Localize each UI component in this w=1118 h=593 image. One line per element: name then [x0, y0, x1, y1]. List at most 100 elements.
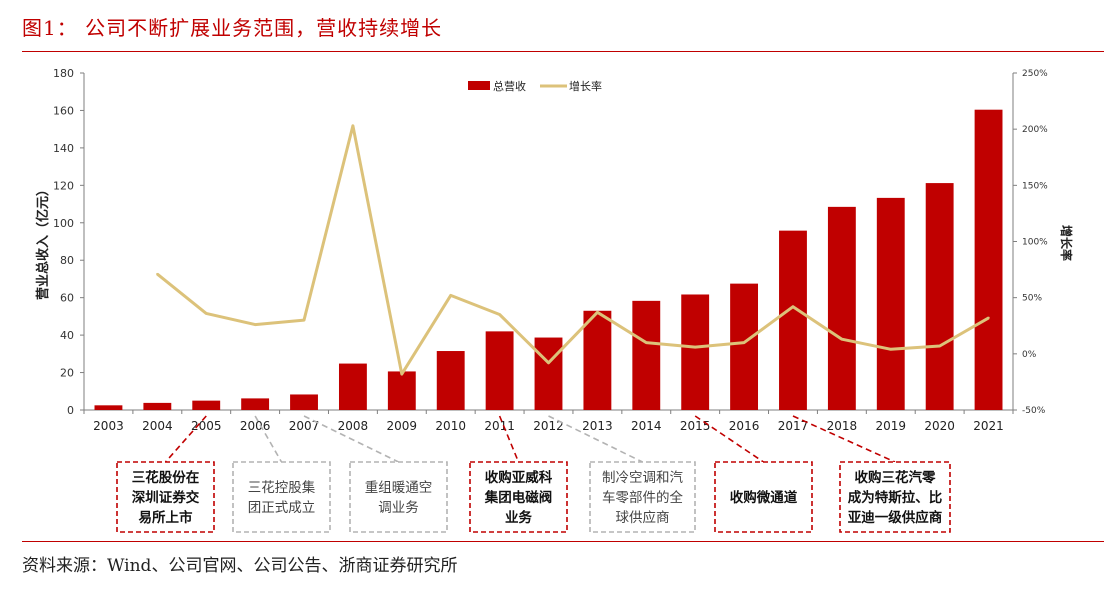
growth-point-2008: [351, 124, 355, 127]
x-tick-label: 2014: [631, 419, 662, 433]
growth-point-2007: [302, 318, 306, 322]
annotation-text-line: 深圳证券交: [132, 489, 200, 506]
annotation-connector: [254, 415, 283, 463]
annotation-text-line: 三花控股集: [248, 480, 316, 496]
annotation-connector: [303, 415, 399, 463]
growth-point-2019: [889, 348, 892, 351]
y-tick-label: 180: [53, 67, 74, 80]
y2-tick-label: 0%: [1022, 350, 1037, 360]
bar-2018: [827, 206, 856, 410]
growth-point-2016: [742, 341, 746, 344]
growth-rate-line: [156, 124, 990, 376]
growth-point-2021: [987, 316, 990, 320]
growth-point-2005: [205, 312, 208, 315]
bar-2010: [436, 351, 465, 410]
bar-2016: [730, 283, 759, 410]
x-tick-label: 2020: [924, 419, 955, 433]
y-tick-label: 60: [60, 292, 74, 305]
growth-point-2009: [400, 372, 404, 376]
x-tick-label: 2012: [533, 419, 564, 433]
annotation-text-line: 收购亚威科: [485, 469, 553, 486]
y-tick-label: 120: [53, 179, 74, 192]
annotation-text-line: 团正式成立: [248, 500, 316, 516]
annotation-connector: [498, 415, 520, 463]
annotation-box: [469, 461, 568, 533]
annotation-text-line: 重组暖通空: [365, 480, 433, 496]
growth-point-2012: [547, 361, 550, 365]
y2-tick-label: 200%: [1022, 125, 1048, 135]
figure-source: 资料来源：Wind、公司官网、公司公告、浙商证券研究所: [22, 556, 458, 576]
bar-2008: [338, 363, 367, 410]
y2-tick-label: 50%: [1022, 294, 1042, 304]
annotation-text-line: 调业务: [378, 500, 419, 516]
annotation-connector: [694, 415, 764, 463]
x-tick-label: 2008: [338, 419, 369, 433]
annotation-text-line: 收购三花汽零: [855, 469, 936, 486]
bar-2020: [925, 183, 954, 410]
y-tick-label: 20: [60, 367, 74, 380]
annotation-text-line: 制冷空调和汽: [602, 470, 683, 486]
annotation-text-line: 易所上市: [139, 509, 193, 526]
annotation-connector: [792, 415, 896, 463]
annotation-box: [349, 461, 448, 533]
bar-2015: [681, 294, 710, 410]
revenue-growth-chart: 0 20 40 60 80 100 120 140 160 180 -50% 0% 50% 100% 150…: [35, 67, 1074, 533]
x-tick-label: 2005: [191, 419, 222, 433]
growth-point-2014: [645, 341, 648, 344]
annotation-box: [714, 461, 813, 533]
legend-label-revenue: 总营收: [493, 79, 526, 93]
annotation-text-line: 三花股份在: [132, 469, 200, 486]
legend-label-growth: 增长率: [569, 79, 602, 93]
annotation-box: [116, 461, 215, 533]
bar-2019: [876, 197, 905, 410]
y2-axis-title: 增长率: [1059, 225, 1074, 261]
annotation-box: [839, 461, 951, 533]
y2-tick-label: 250%: [1022, 69, 1048, 79]
annotation-text-line: 球供应商: [616, 509, 670, 526]
x-tick-label: 2021: [973, 419, 1004, 433]
y2-tick-label: 100%: [1022, 238, 1048, 248]
y-axis-title: 营业总收入（亿元）: [35, 183, 51, 300]
figure-title: 图1： 公司不断扩展业务范围，营收持续增长: [22, 16, 443, 40]
annotation-text-line: 成为特斯拉、比: [848, 489, 943, 506]
bar-2006: [241, 398, 270, 410]
x-tick-label: 2004: [142, 419, 173, 433]
growth-point-2006: [253, 323, 257, 326]
annotation-connector: [164, 415, 207, 463]
title-divider: [22, 51, 1104, 52]
bar-2004: [143, 402, 172, 410]
x-tick-label: 2007: [289, 419, 320, 433]
annotation-box: [589, 461, 696, 533]
x-tick-label: 2003: [93, 419, 124, 433]
bar-2017: [779, 230, 807, 410]
bar-2014: [632, 300, 661, 410]
bar-2011: [485, 331, 514, 410]
x-tick-label: 2006: [240, 419, 271, 433]
annotation-connector: [548, 415, 643, 463]
source-divider: [22, 541, 1104, 542]
x-tick-label: 2011: [484, 419, 515, 433]
legend-swatch-revenue: [468, 81, 490, 90]
annotation-text-line: 集团电磁阀: [484, 489, 553, 506]
y-tick-label: 0: [67, 404, 74, 417]
y-tick-label: 80: [60, 254, 74, 267]
y-tick-label: 40: [60, 329, 74, 342]
growth-point-2004: [156, 272, 159, 276]
y-tick-label: 160: [53, 104, 74, 117]
x-tick-label: 2016: [729, 419, 760, 433]
annotation-2015: 收购微通道: [694, 415, 813, 533]
annotation-box: [232, 461, 331, 533]
y2-tick-label: -50%: [1022, 406, 1046, 416]
x-tick-label: 2013: [582, 419, 613, 433]
bar-2003: [94, 405, 123, 410]
annotation-text-line: 亚迪一级供应商: [848, 509, 943, 526]
x-tick-label: 2017: [778, 419, 809, 433]
x-tick-label: 2010: [435, 419, 466, 433]
y-tick-label: 140: [53, 142, 74, 155]
